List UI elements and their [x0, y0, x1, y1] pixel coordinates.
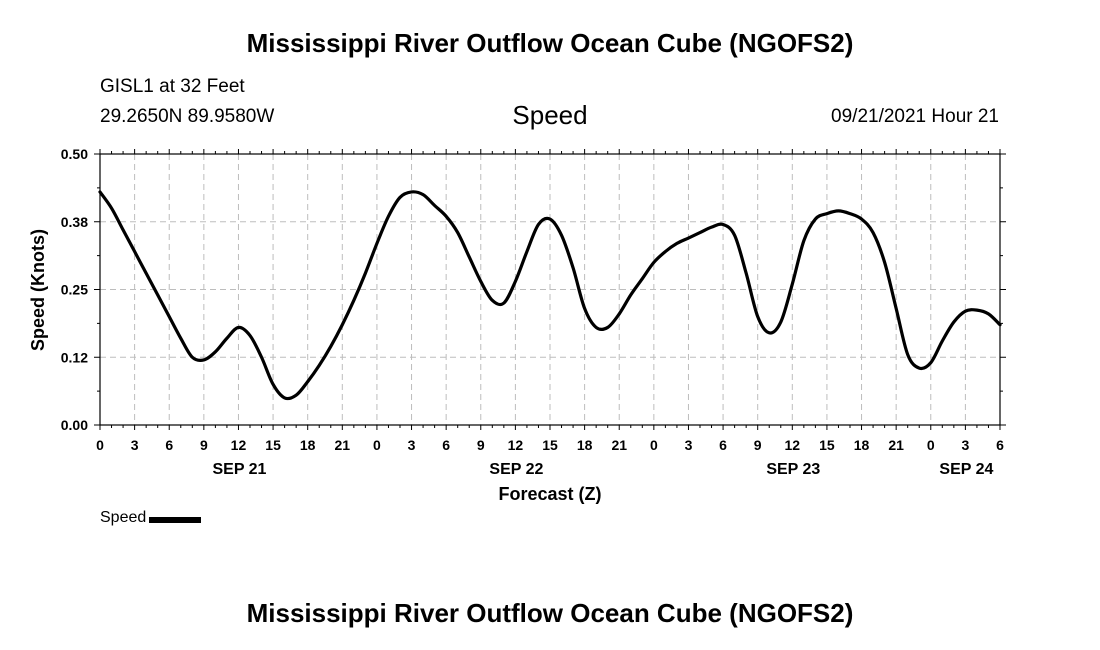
x-tick-label: 12: [785, 437, 801, 453]
x-tick-label: 9: [754, 437, 762, 453]
x-tick-label: 18: [577, 437, 593, 453]
x-tick-label: 12: [231, 437, 247, 453]
x-tick-label: 3: [131, 437, 139, 453]
x-tick-label: 3: [408, 437, 416, 453]
x-tick-label: 12: [508, 437, 524, 453]
chart-heading: Speed: [0, 100, 1100, 131]
date-label: SEP 23: [766, 461, 820, 478]
date-label: SEP 21: [212, 461, 266, 478]
x-tick-label: 15: [265, 437, 281, 453]
x-tick-label: 0: [927, 437, 935, 453]
x-tick-label: 15: [542, 437, 558, 453]
chart-labels: 0.00 0.12 0.25 0.38 0.50 0 3 6 9 12 15 18 21 0 3 6 9 12 15…: [28, 146, 1004, 504]
date-label: SEP 22: [489, 461, 543, 478]
x-tick-label: 9: [200, 437, 208, 453]
legend-label: Speed: [100, 509, 147, 526]
station-name: GISL1 at 32 Feet: [100, 76, 245, 97]
x-tick-label: 6: [996, 437, 1004, 453]
x-tick-label: 6: [442, 437, 450, 453]
x-tick-label: 3: [685, 437, 693, 453]
x-tick-label: 18: [854, 437, 870, 453]
x-tick-label: 21: [335, 437, 351, 453]
y-axis-title: Speed (Knots): [28, 229, 48, 351]
speed-chart: 0.00 0.12 0.25 0.38 0.50 0 3 6 9 12 15 18 21 0 3 6 9 12 15…: [28, 146, 1006, 504]
chart-legend: Speed: [100, 509, 202, 527]
speed-series-line: [98, 190, 1002, 401]
chart-series: [98, 190, 1002, 401]
chart-heading-text: Speed: [512, 100, 588, 130]
y-tick-label: 0.38: [61, 214, 88, 230]
y-tick-label: 0.25: [61, 282, 88, 298]
x-tick-label: 15: [819, 437, 835, 453]
date-label: SEP 24: [939, 461, 993, 478]
footer-title: Mississippi River Outflow Ocean Cube (NG…: [246, 598, 854, 628]
x-tick-label: 0: [96, 437, 104, 453]
x-tick-label: 21: [888, 437, 904, 453]
plot-frame: [99, 153, 1001, 426]
main-title: Mississippi River Outflow Ocean Cube (NG…: [246, 28, 854, 58]
x-tick-label: 9: [477, 437, 485, 453]
x-axis-title: Forecast (Z): [498, 484, 601, 504]
x-tick-label: 6: [165, 437, 173, 453]
legend-swatch: [149, 517, 202, 523]
chart-grid: [100, 154, 1000, 425]
y-tick-label: 0.00: [61, 417, 88, 433]
x-tick-label: 0: [650, 437, 658, 453]
forecast-timestamp: 09/21/2021 Hour 21: [831, 106, 999, 127]
station-coordinates: 29.2650N 89.9580W: [100, 106, 275, 127]
y-tick-label: 0.12: [61, 349, 88, 365]
x-tick-label: 3: [961, 437, 969, 453]
x-tick-label: 6: [719, 437, 727, 453]
x-tick-label: 21: [611, 437, 627, 453]
x-tick-label: 0: [373, 437, 381, 453]
x-tick-label: 18: [300, 437, 316, 453]
y-tick-label: 0.50: [61, 146, 88, 162]
